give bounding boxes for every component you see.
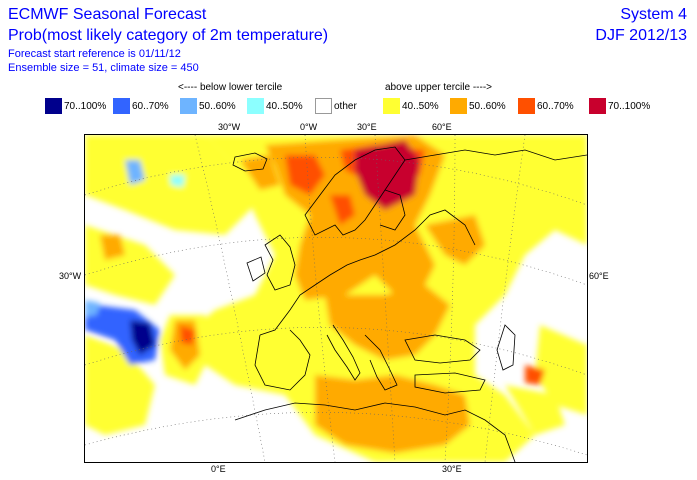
legend-below-label: <---- below lower tercile xyxy=(178,82,283,93)
legend-item: other xyxy=(315,98,357,114)
legend-item-label: 60..70% xyxy=(132,100,169,112)
top-axis-label: 60°E xyxy=(432,122,452,132)
system-label: System 4 xyxy=(620,6,687,23)
right-axis-label: 60°E xyxy=(589,271,609,281)
coastlines xyxy=(232,146,587,462)
legend-above-label: above upper tercile ----> xyxy=(385,82,492,93)
season-label: DJF 2012/13 xyxy=(595,27,687,44)
legend-item: 60..70% xyxy=(518,98,574,114)
legend-item-label: other xyxy=(334,100,357,112)
legend-swatch xyxy=(450,98,467,114)
legend-item: 70..100% xyxy=(45,98,106,114)
legend-item-label: 70..100% xyxy=(64,100,107,112)
ensemble-size: Ensemble size = 51, climate size = 450 xyxy=(8,62,199,74)
bottom-axis-label: 30°E xyxy=(442,464,462,474)
legend-item: 40..50% xyxy=(383,98,439,114)
legend-item: 60..70% xyxy=(113,98,169,114)
bottom-axis-label: 0°E xyxy=(211,464,226,474)
legend-swatch xyxy=(589,98,606,114)
legend-swatch xyxy=(518,98,535,114)
legend-item: 40..50% xyxy=(247,98,303,114)
legend-swatch xyxy=(113,98,130,114)
legend-item-label: 50..60% xyxy=(199,100,236,112)
legend-swatch xyxy=(315,98,332,114)
top-axis-label: 30°E xyxy=(357,122,377,132)
legend-item-label: 40..50% xyxy=(402,100,439,112)
map-subtitle: Prob(most likely category of 2m temperat… xyxy=(8,27,329,44)
top-axis-label: 30°W xyxy=(218,122,241,132)
top-axis-label: 0°W xyxy=(300,122,318,132)
legend-item-label: 70..100% xyxy=(608,100,651,112)
legend-item-label: 60..70% xyxy=(537,100,574,112)
legend-swatch xyxy=(180,98,197,114)
legend-swatch xyxy=(247,98,264,114)
legend-swatch xyxy=(383,98,400,114)
legend-item: 70..100% xyxy=(589,98,650,114)
probability-field xyxy=(85,135,587,462)
legend-item: 50..60% xyxy=(450,98,506,114)
legend-swatch xyxy=(45,98,62,114)
map-canvas xyxy=(85,135,587,462)
left-axis-label: 30°W xyxy=(59,271,82,281)
legend-item-label: 50..60% xyxy=(469,100,506,112)
forecast-map xyxy=(84,134,588,463)
graticule xyxy=(85,135,587,462)
legend-item-label: 40..50% xyxy=(266,100,303,112)
legend-item: 50..60% xyxy=(180,98,236,114)
map-title: ECMWF Seasonal Forecast xyxy=(8,6,207,23)
forecast-start-reference: Forecast start reference is 01/11/12 xyxy=(8,48,181,60)
